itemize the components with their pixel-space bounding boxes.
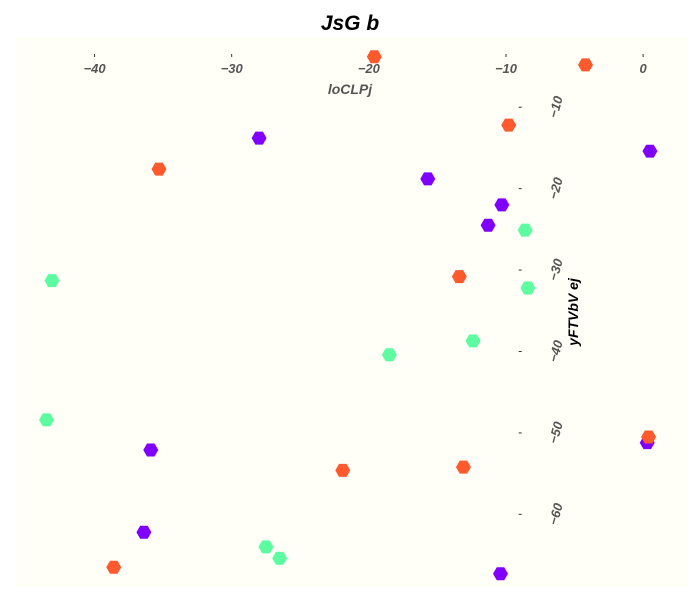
data-point [258, 540, 274, 554]
data-point [272, 551, 288, 565]
data-point [641, 430, 657, 444]
data-point [455, 460, 471, 474]
x-axis-label: loCLPj [328, 81, 373, 97]
data-point [501, 118, 517, 132]
y-tick-label: −60 [546, 501, 566, 527]
data-point [366, 50, 382, 64]
data-point [39, 413, 55, 427]
data-point [494, 198, 510, 212]
x-tick-label: −10 [495, 61, 518, 76]
x-tick-label: 0 [639, 61, 647, 76]
data-point [465, 334, 481, 348]
y-axis: −10 −20 −30 −40 −50 −60 [518, 94, 566, 527]
data-point [517, 223, 533, 237]
plot-area [15, 38, 687, 586]
y-tick-label: −50 [546, 419, 566, 445]
data-point [578, 58, 594, 72]
data-point [151, 162, 167, 176]
data-points [39, 50, 658, 581]
data-point [420, 172, 436, 186]
data-point [136, 525, 152, 539]
y-tick-label: −20 [546, 175, 566, 201]
data-point [251, 131, 267, 145]
y-tick-label: −10 [546, 94, 566, 120]
data-point [335, 463, 351, 477]
y-tick-label: −30 [546, 256, 566, 282]
data-point [381, 348, 397, 362]
data-point [642, 144, 658, 158]
data-point [520, 281, 536, 295]
data-point [106, 560, 122, 574]
data-point [44, 274, 60, 288]
y-tick-label: −40 [546, 338, 566, 364]
x-tick-label: −40 [84, 61, 107, 76]
data-point [451, 270, 467, 284]
x-axis: −40 −30 −20 −10 0 [84, 54, 647, 76]
x-tick-label: −20 [358, 61, 381, 76]
chart-title: JsG b [321, 12, 380, 35]
x-tick-label: −30 [221, 61, 244, 76]
data-point [143, 443, 159, 457]
data-point [480, 218, 496, 232]
y-axis-label: yFTVbV ej [565, 277, 581, 347]
data-point [492, 567, 508, 581]
